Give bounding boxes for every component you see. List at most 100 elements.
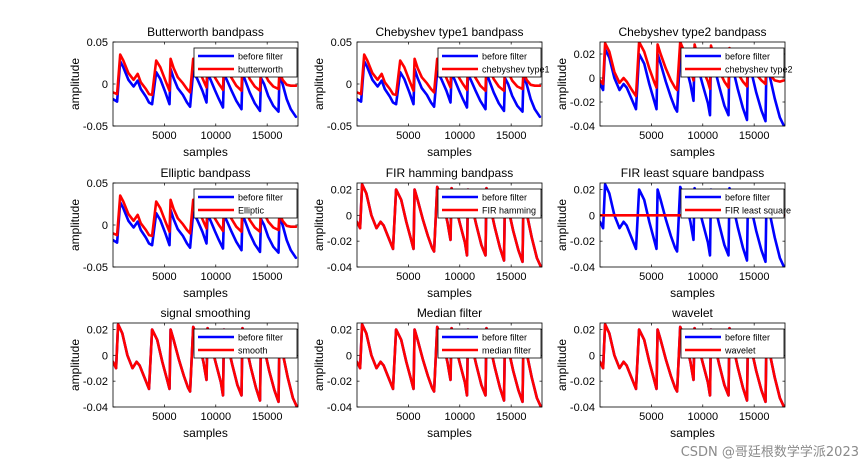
chart-title: Chebyshev type2 bandpass xyxy=(618,25,766,39)
legend-label: before filter xyxy=(725,52,770,62)
legend-label: before filter xyxy=(238,52,283,62)
y-tick-label: -0.02 xyxy=(570,376,595,388)
y-tick-label: -0.02 xyxy=(327,376,352,388)
y-axis-label: amplitude xyxy=(555,339,569,391)
y-tick-label: 0.05 xyxy=(87,37,108,49)
subplot-2: 5000 10000 15000 -0.05 0 0.05 Chebyshev type1 … xyxy=(312,25,550,159)
x-tick-label: 5000 xyxy=(152,411,176,423)
chart-title: Butterworth bandpass xyxy=(147,25,264,39)
legend-label: before filter xyxy=(238,193,283,203)
legend-label: before filter xyxy=(482,52,527,62)
x-tick-label: 5000 xyxy=(396,271,420,283)
y-axis-label: amplitude xyxy=(312,339,326,391)
y-tick-label: 0.05 xyxy=(87,178,108,190)
y-tick-label: 0 xyxy=(346,350,352,362)
subplot-5: 5000 10000 15000 -0.04 -0.02 0 0.02 FIR hamming… xyxy=(312,166,543,300)
legend: before filter chebyshev type2 xyxy=(680,47,793,78)
legend-box xyxy=(193,188,298,219)
axes-box xyxy=(599,322,786,408)
y-tick-label: -0.05 xyxy=(83,121,108,133)
x-axis-label: samples xyxy=(183,286,228,300)
x-tick-label: 10000 xyxy=(444,130,475,142)
y-tick-label: 0.02 xyxy=(574,184,595,196)
y-tick-label: 0.02 xyxy=(331,184,352,196)
x-tick-label: 15000 xyxy=(496,271,527,283)
y-axis-label: amplitude xyxy=(555,58,569,110)
legend-label: Elliptic xyxy=(238,206,265,216)
legend-box xyxy=(437,328,542,359)
x-tick-label: 10000 xyxy=(200,271,231,283)
legend: before filter smooth xyxy=(193,328,298,359)
x-tick-label: 5000 xyxy=(396,411,420,423)
x-tick-label: 5000 xyxy=(639,130,663,142)
y-axis-label: amplitude xyxy=(555,199,569,251)
legend-label: before filter xyxy=(725,333,770,343)
x-axis-label: samples xyxy=(427,286,472,300)
legend-label: FIR hamming xyxy=(482,206,536,216)
axes-box xyxy=(356,322,543,408)
y-tick-label: -0.02 xyxy=(570,236,595,248)
subplot-6: 5000 10000 15000 -0.04 -0.02 0 0.02 FIR least s… xyxy=(555,166,791,300)
x-tick-label: 15000 xyxy=(739,271,770,283)
y-axis-label: amplitude xyxy=(312,199,326,251)
x-axis-label: samples xyxy=(670,286,715,300)
y-tick-label: -0.04 xyxy=(570,121,595,133)
y-tick-label: -0.05 xyxy=(327,121,352,133)
y-tick-label: 0.05 xyxy=(331,37,352,49)
y-tick-label: -0.04 xyxy=(327,402,352,414)
x-tick-label: 15000 xyxy=(252,130,283,142)
y-tick-label: 0.02 xyxy=(331,324,352,336)
axes-box xyxy=(356,182,543,268)
chart-title: Elliptic bandpass xyxy=(160,166,250,180)
x-axis-label: samples xyxy=(670,145,715,159)
legend: before filter wavelet xyxy=(680,328,785,359)
y-tick-label: -0.04 xyxy=(83,402,108,414)
legend-box xyxy=(680,47,785,78)
x-tick-label: 15000 xyxy=(739,411,770,423)
subplot-4: 5000 10000 15000 -0.05 0 0.05 Elliptic bandpas… xyxy=(68,166,299,300)
legend-box xyxy=(680,188,785,219)
y-tick-label: 0 xyxy=(346,79,352,91)
legend: before filter FIR hamming xyxy=(437,188,542,219)
legend-box xyxy=(193,47,298,78)
x-tick-label: 10000 xyxy=(200,130,231,142)
y-tick-label: -0.04 xyxy=(570,262,595,274)
y-tick-label: -0.04 xyxy=(327,262,352,274)
chart-title: Chebyshev type1 bandpass xyxy=(375,25,523,39)
y-tick-label: -0.02 xyxy=(327,236,352,248)
legend-box xyxy=(680,328,785,359)
x-tick-label: 10000 xyxy=(444,271,475,283)
legend-label: FIR least square xyxy=(725,206,791,216)
subplot-1: 5000 10000 15000 -0.05 0 0.05 Butterworth band… xyxy=(68,25,299,159)
legend-label: smooth xyxy=(238,346,268,356)
chart-title: Median filter xyxy=(417,306,482,320)
legend-label: before filter xyxy=(482,193,527,203)
y-axis-label: amplitude xyxy=(312,58,326,110)
y-tick-label: -0.05 xyxy=(83,262,108,274)
x-tick-label: 5000 xyxy=(639,271,663,283)
legend-label: before filter xyxy=(238,333,283,343)
y-axis-label: amplitude xyxy=(68,339,82,391)
x-tick-label: 10000 xyxy=(687,271,718,283)
legend-label: before filter xyxy=(482,333,527,343)
axes-box xyxy=(599,41,786,127)
legend-box xyxy=(437,188,542,219)
subplot-9: 5000 10000 15000 -0.04 -0.02 0 0.02 wavelet samp… xyxy=(555,306,786,440)
legend-box xyxy=(193,328,298,359)
subplot-3: 5000 10000 15000 -0.04 -0.02 0 0.02 Chebyshev t… xyxy=(555,25,793,159)
legend: before filter FIR least square xyxy=(680,188,791,219)
legend-label: chebyshev type2 xyxy=(725,65,793,75)
y-tick-label: 0.02 xyxy=(574,324,595,336)
legend: before filter butterworth xyxy=(193,47,298,78)
x-tick-label: 10000 xyxy=(200,411,231,423)
y-tick-label: -0.04 xyxy=(570,402,595,414)
legend-label: before filter xyxy=(725,193,770,203)
x-tick-label: 15000 xyxy=(739,130,770,142)
x-axis-label: samples xyxy=(670,426,715,440)
x-tick-label: 10000 xyxy=(687,130,718,142)
axes-box xyxy=(112,322,299,408)
legend-label: chebyshev type1 xyxy=(482,65,550,75)
legend: before filter median filter xyxy=(437,328,542,359)
y-axis-label: amplitude xyxy=(68,58,82,110)
